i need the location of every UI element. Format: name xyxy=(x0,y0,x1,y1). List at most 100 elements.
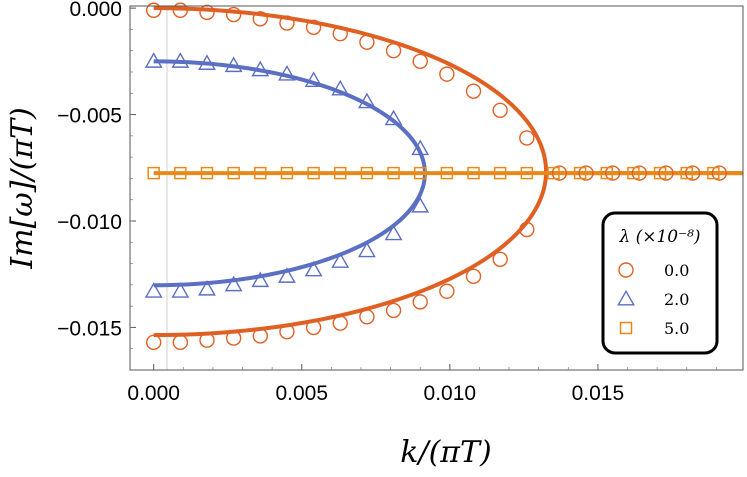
circle-marker xyxy=(519,130,535,146)
triangle-marker xyxy=(224,275,243,292)
triangle-marker xyxy=(331,79,350,96)
square-marker xyxy=(467,166,480,180)
circle-marker xyxy=(279,15,295,31)
triangle-marker xyxy=(358,241,376,258)
circle-marker xyxy=(711,165,728,181)
legend-item-label: 2.0 xyxy=(664,290,689,309)
square-marker xyxy=(227,166,240,180)
circle-marker xyxy=(225,330,242,346)
circle-marker xyxy=(332,315,348,331)
triangle-marker xyxy=(358,92,376,109)
circle-marker xyxy=(492,251,508,268)
legend-box xyxy=(601,211,719,355)
y-tick-label: −0.015 xyxy=(57,317,122,340)
plot-frame xyxy=(129,5,744,371)
circle-marker xyxy=(359,309,375,325)
triangle-marker xyxy=(304,71,323,87)
x-tick-label: 0.000 xyxy=(127,382,180,405)
triangle-marker xyxy=(384,224,403,241)
square-marker xyxy=(387,166,400,180)
circle-marker xyxy=(385,302,402,319)
triangle-marker xyxy=(304,260,323,277)
square-marker xyxy=(174,166,187,180)
circle-marker xyxy=(252,328,268,344)
triangle-marker xyxy=(251,271,270,288)
triangle-marker xyxy=(331,252,350,268)
square-marker xyxy=(547,166,560,180)
triangle-marker xyxy=(171,282,190,298)
legend-item-label: 5.0 xyxy=(664,319,689,338)
triangle-marker xyxy=(198,54,216,70)
square-marker xyxy=(653,166,667,180)
circle-marker xyxy=(412,294,428,310)
markers-layer xyxy=(144,2,728,351)
square-marker xyxy=(493,166,507,180)
triangle-marker xyxy=(278,267,296,283)
legend-item-label: 0.0 xyxy=(664,261,689,280)
triangle-marker xyxy=(411,196,430,213)
square-marker xyxy=(600,166,614,180)
circle-marker xyxy=(305,319,322,336)
circle-marker xyxy=(551,165,568,181)
square-marker xyxy=(254,166,267,180)
triangle-marker xyxy=(617,289,635,306)
circle-marker xyxy=(519,221,535,238)
circle-marker xyxy=(172,334,189,351)
square-marker xyxy=(573,166,587,180)
circle-marker xyxy=(658,165,674,181)
y-axis-label: Im[ω]/(πT) xyxy=(5,107,40,269)
y-tick-label: 0.000 xyxy=(69,0,122,21)
circle-marker xyxy=(412,53,428,70)
x-tick-label: 0.015 xyxy=(572,382,625,405)
triangle-marker xyxy=(251,60,270,77)
triangle-marker xyxy=(278,65,296,81)
circle-marker xyxy=(145,2,162,18)
circle-marker xyxy=(465,268,482,285)
circle-marker xyxy=(359,34,375,50)
triangle-marker xyxy=(384,109,403,126)
circle-marker xyxy=(145,334,162,351)
triangle-marker xyxy=(144,282,163,298)
circle-marker xyxy=(465,83,482,99)
circle-marker xyxy=(252,11,268,27)
circle-marker xyxy=(199,4,215,21)
circle-marker xyxy=(684,165,701,181)
x-tick-label: 0.010 xyxy=(424,382,477,405)
circle-marker xyxy=(172,2,189,18)
square-marker xyxy=(307,166,320,180)
y-tick-label: −0.010 xyxy=(57,211,122,234)
square-marker xyxy=(520,166,534,180)
triangle-marker xyxy=(224,56,243,73)
triangle-marker xyxy=(198,280,216,296)
square-marker xyxy=(680,166,693,180)
x-axis-ticks: 0.000 0.005 0.010 0.015 xyxy=(127,364,717,405)
x-tick-label: 0.005 xyxy=(275,382,328,405)
square-marker xyxy=(334,166,347,180)
square-marker xyxy=(619,321,633,335)
circle-marker xyxy=(279,323,295,340)
square-marker xyxy=(200,166,214,180)
legend-items: 0.0 2.0 5.0 xyxy=(617,261,689,338)
circle-marker xyxy=(492,102,508,119)
square-marker xyxy=(280,166,294,180)
circle-marker xyxy=(332,25,348,42)
x-axis-label: k/(πT) xyxy=(400,435,491,470)
triangle-marker xyxy=(171,52,190,68)
y-axis-ticks: 0.000 −0.005 −0.010 −0.015 xyxy=(57,0,136,350)
circle-marker xyxy=(439,66,455,82)
triangle-marker xyxy=(144,52,163,68)
square-marker xyxy=(627,166,640,180)
circle-marker xyxy=(605,165,621,181)
circle-marker xyxy=(305,19,322,35)
circle-marker xyxy=(439,283,455,299)
triangle-marker xyxy=(411,139,430,156)
circle-marker xyxy=(631,165,648,181)
square-marker xyxy=(147,166,160,180)
legend: λ (×10⁻⁸) 0.0 2.0 5.0 xyxy=(601,211,719,355)
circle-marker xyxy=(385,43,402,59)
circle-marker xyxy=(618,262,634,278)
legend-title: λ (×10⁻⁸) xyxy=(618,227,700,247)
circle-marker xyxy=(578,165,594,181)
y-tick-label: −0.005 xyxy=(57,105,122,128)
